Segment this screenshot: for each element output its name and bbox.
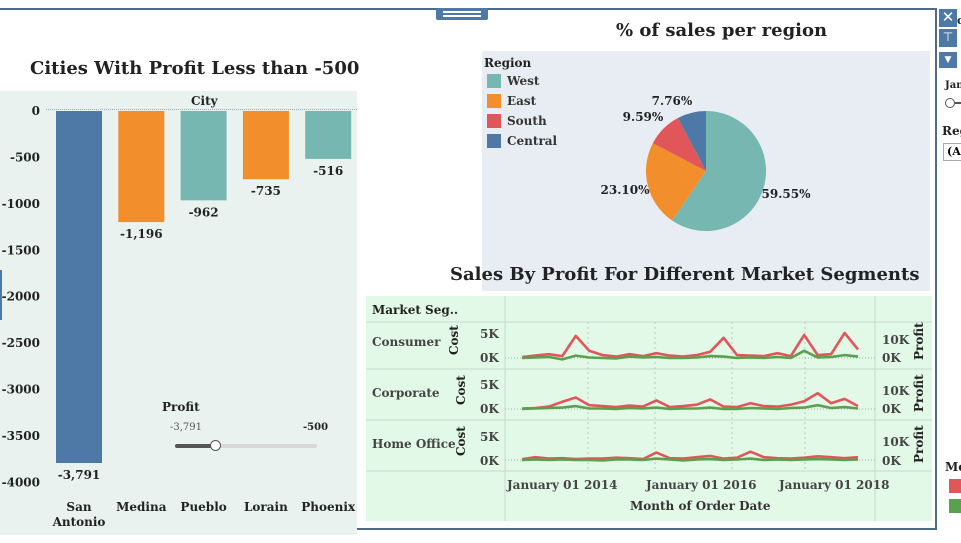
legend-label-central: Central xyxy=(507,134,558,148)
cost-tick-0k-home-office: 0K xyxy=(480,454,499,468)
x-axis-title: Month of Order Date xyxy=(630,499,771,513)
profit-tick-0k-home-office: 0K xyxy=(882,454,901,468)
profit-tick-10k-home-office: 10K xyxy=(882,435,910,449)
side-frag-jan: Jan xyxy=(945,80,961,91)
cost-tick-5k-home-office: 5K xyxy=(480,430,499,444)
profit-filter-fill xyxy=(175,444,215,448)
profit-axis-title-consumer: Profit xyxy=(912,322,926,360)
legend-swatch-west xyxy=(487,74,501,88)
legend-item-west[interactable]: West xyxy=(487,74,539,88)
bar-chart-header: City xyxy=(191,94,218,108)
cost-axis-title-home-office: Cost xyxy=(454,426,468,456)
segment-label-consumer: Consumer xyxy=(372,335,441,349)
close-icon[interactable]: ✕ xyxy=(939,9,957,27)
cost-tick-5k-corporate: 5K xyxy=(480,378,499,392)
pie-panel-bg xyxy=(482,51,930,291)
profit-filter-track[interactable] xyxy=(175,440,317,451)
side-frag-top: c xyxy=(957,14,961,27)
cost-axis-title-corporate: Cost xyxy=(454,375,468,405)
profit-filter-title: Profit xyxy=(162,400,200,414)
x-tick-2018: January 01 2018 xyxy=(779,478,890,492)
y-axis-label-fragment xyxy=(0,270,2,320)
pie-legend-title: Region xyxy=(484,56,532,70)
profit-axis-title-corporate: Profit xyxy=(912,374,926,412)
cost-tick-0k-consumer: 0K xyxy=(480,351,499,365)
segment-label-home-office: Home Office xyxy=(372,437,456,451)
dropdown-arrow-icon[interactable]: ▼ xyxy=(939,52,957,68)
segment-label-corporate: Corporate xyxy=(372,386,440,400)
side-frag-me: Me xyxy=(945,460,961,474)
legend-swatch-central xyxy=(487,134,501,148)
profit-tick-0k-consumer: 0K xyxy=(882,351,901,365)
profit-filter-handle[interactable] xyxy=(209,440,221,451)
profit-tick-0k-corporate: 0K xyxy=(882,402,901,416)
legend-swatch-south xyxy=(487,114,501,128)
side-slider-handle[interactable] xyxy=(945,98,955,108)
line-chart-title: Sales By Profit For Different Market Seg… xyxy=(450,264,920,285)
pin-icon[interactable]: ⊤ xyxy=(939,29,957,47)
profit-tick-10k-consumer: 10K xyxy=(882,333,910,347)
drag-handle[interactable] xyxy=(436,8,488,20)
profit-filter-min: -3,791 xyxy=(170,422,203,433)
legend-label-east: East xyxy=(507,94,537,108)
bar-chart-panel xyxy=(0,91,357,535)
header-divider xyxy=(46,109,357,110)
profit-tick-10k-corporate: 10K xyxy=(882,384,910,398)
x-tick-2016: January 01 2016 xyxy=(646,478,757,492)
cost-tick-5k-consumer: 5K xyxy=(480,327,499,341)
bar-chart-title: Cities With Profit Less than -500 xyxy=(30,58,360,79)
profit-filter-max: -500 xyxy=(303,422,329,433)
side-legend-swatch-profit xyxy=(949,499,961,513)
side-slider-track xyxy=(955,102,961,104)
pie-chart-title: % of sales per region xyxy=(616,20,828,41)
cost-axis-title-consumer: Cost xyxy=(447,325,461,355)
profit-axis-title-home-office: Profit xyxy=(912,425,926,463)
legend-label-south: South xyxy=(507,114,547,128)
market-segment-header: Market Seg.. xyxy=(372,303,459,317)
side-region-value: (Al xyxy=(947,145,961,158)
legend-swatch-east xyxy=(487,94,501,108)
x-tick-2014: January 01 2014 xyxy=(507,478,618,492)
legend-item-east[interactable]: East xyxy=(487,94,536,108)
side-region-dropdown[interactable]: (Al xyxy=(943,143,961,161)
side-frag-reg: Reg xyxy=(942,124,961,138)
side-legend-swatch-cost xyxy=(949,479,961,493)
legend-item-south[interactable]: South xyxy=(487,114,547,128)
legend-label-west: West xyxy=(507,74,540,88)
cost-tick-0k-corporate: 0K xyxy=(480,402,499,416)
legend-item-central[interactable]: Central xyxy=(487,134,557,148)
